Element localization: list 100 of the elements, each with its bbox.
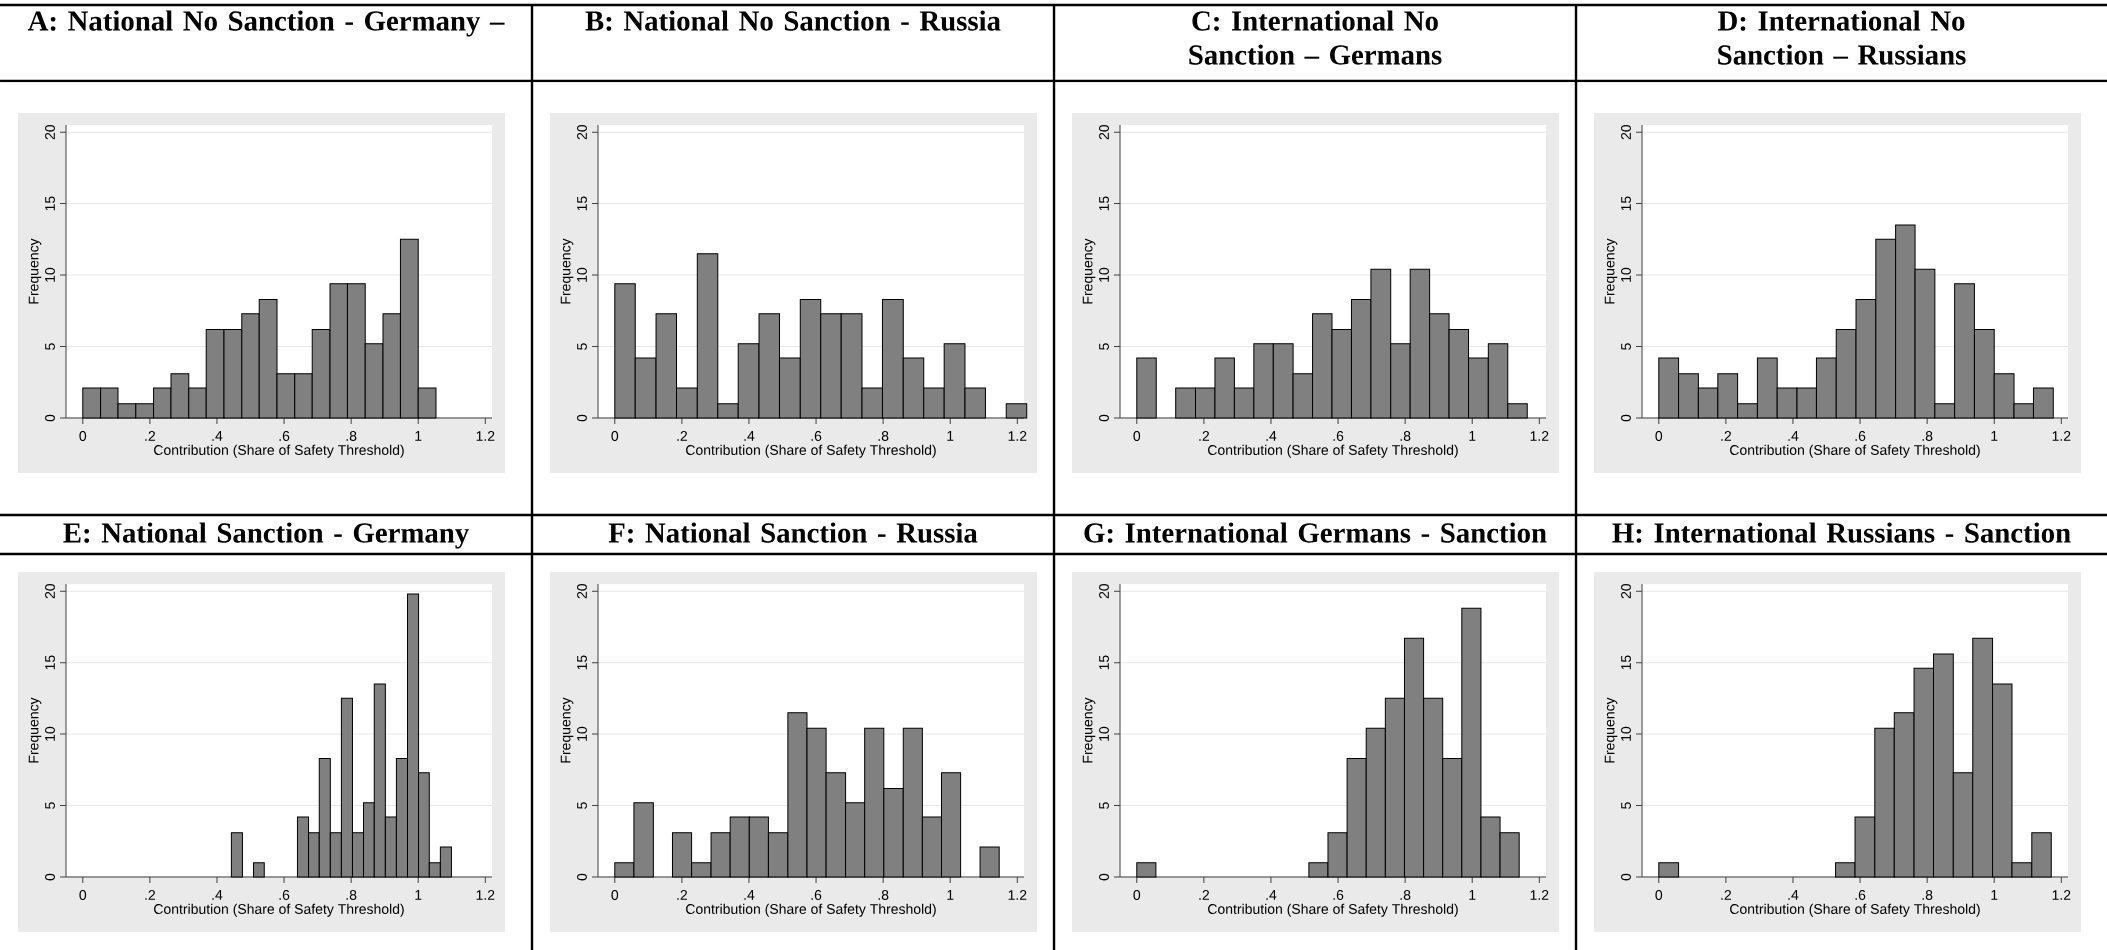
x-tick-label: .2 <box>1721 431 1732 441</box>
x-tick-label: .6 <box>1333 431 1344 441</box>
x-tick-label: .6 <box>811 890 822 900</box>
y-tick-label: 15 <box>45 196 55 211</box>
chart-title: G: International Germans - Sanction <box>1084 522 1547 543</box>
x-tick-label: 0 <box>1133 890 1141 900</box>
y-tick-label: 0 <box>577 414 587 422</box>
y-tick-label: 20 <box>1621 124 1631 140</box>
x-tick-label: 0 <box>79 890 87 900</box>
y-tick-label: 10 <box>577 726 587 741</box>
x-tick-label: .2 <box>145 890 156 900</box>
x-tick-label: 1.2 <box>1530 890 1549 900</box>
chart-title: C: International No Sanction – Germans <box>1189 10 1442 65</box>
x-tick-label: .8 <box>346 890 357 900</box>
x-tick-label: .2 <box>1721 890 1732 900</box>
y-tick-label: 10 <box>1621 267 1631 282</box>
x-tick-label: .8 <box>346 431 357 441</box>
x-tick-label: 1.2 <box>2052 431 2071 441</box>
x-tick-label: 0 <box>1133 431 1141 441</box>
x-tick-label: .4 <box>212 431 223 441</box>
x-tick-label: .6 <box>1333 890 1344 900</box>
y-axis-title: Frequency <box>28 238 42 304</box>
x-tick-label: 1 <box>1991 890 1998 900</box>
y-tick-label: 15 <box>1099 655 1109 670</box>
y-tick-label: 5 <box>577 802 587 809</box>
x-tick-label: 1 <box>1469 890 1476 900</box>
x-tick-label: .2 <box>677 431 688 441</box>
y-tick-label: 5 <box>577 343 587 350</box>
y-axis-title: Frequency <box>1604 238 1618 304</box>
x-tick-label: .8 <box>1400 431 1411 441</box>
y-tick-label: 10 <box>45 726 55 741</box>
x-tick-label: 1.2 <box>476 431 495 441</box>
x-tick-label: .4 <box>1266 890 1277 900</box>
y-tick-label: 20 <box>577 583 587 599</box>
y-tick-label: 20 <box>1099 583 1109 599</box>
y-tick-label: 10 <box>1099 267 1109 282</box>
y-tick-label: 20 <box>1621 583 1631 599</box>
x-axis-title: Contribution (Share of Safety Threshold) <box>1730 903 1980 917</box>
chart-title: A: National No Sanction - Germany – <box>27 10 505 37</box>
y-tick-label: 5 <box>1099 343 1109 350</box>
y-axis-title: Frequency <box>1082 697 1096 763</box>
y-tick-label: 10 <box>1099 726 1109 741</box>
y-axis-title: Frequency <box>1082 238 1096 304</box>
y-tick-label: 20 <box>45 583 55 599</box>
chart-title: F: National Sanction - Russia <box>608 522 978 543</box>
x-tick-label: .2 <box>1199 431 1210 441</box>
x-axis-title: Contribution (Share of Safety Threshold) <box>1730 444 1980 458</box>
x-tick-label: .4 <box>1788 431 1799 441</box>
x-tick-label: 1 <box>947 431 954 441</box>
y-tick-label: 5 <box>45 343 55 350</box>
y-tick-label: 5 <box>1099 802 1109 809</box>
chart-title: E: National Sanction - Germany <box>63 522 469 549</box>
x-tick-label: 1.2 <box>1530 431 1549 441</box>
y-axis-title: Frequency <box>1604 697 1618 763</box>
x-tick-label: .6 <box>1855 890 1866 900</box>
y-tick-label: 5 <box>1621 802 1631 809</box>
x-tick-label: .2 <box>1199 890 1210 900</box>
y-tick-label: 10 <box>45 267 55 282</box>
x-axis-title: Contribution (Share of Safety Threshold) <box>1208 444 1458 458</box>
y-tick-label: 0 <box>1099 873 1109 881</box>
y-tick-label: 15 <box>45 655 55 670</box>
x-tick-label: 1.2 <box>1008 431 1027 441</box>
y-tick-label: 15 <box>1099 196 1109 211</box>
chart-title: H: International Russians - Sanction <box>1612 522 2071 543</box>
x-tick-label: .8 <box>1922 431 1933 441</box>
y-axis-title: Frequency <box>560 697 574 763</box>
y-tick-label: 0 <box>45 414 55 422</box>
y-tick-label: 5 <box>45 802 55 809</box>
x-tick-label: .4 <box>744 890 755 900</box>
x-tick-label: .8 <box>878 890 889 900</box>
x-tick-label: 1 <box>415 431 422 441</box>
x-tick-label: 1.2 <box>2052 890 2071 900</box>
x-tick-label: 0 <box>79 431 87 441</box>
x-tick-label: .6 <box>279 431 290 441</box>
y-axis-title: Frequency <box>560 238 574 304</box>
x-axis-title: Contribution (Share of Safety Threshold) <box>154 444 404 458</box>
y-tick-label: 0 <box>1621 873 1631 881</box>
x-tick-label: .6 <box>1855 431 1866 441</box>
x-tick-label: .8 <box>1400 890 1411 900</box>
y-tick-label: 0 <box>577 873 587 881</box>
x-axis-title: Contribution (Share of Safety Threshold) <box>1208 903 1458 917</box>
x-tick-label: 1 <box>1991 431 1998 441</box>
y-tick-label: 15 <box>577 196 587 211</box>
y-tick-label: 10 <box>577 267 587 282</box>
x-tick-label: .4 <box>212 890 223 900</box>
x-tick-label: .8 <box>1922 890 1933 900</box>
y-tick-label: 20 <box>1099 124 1109 140</box>
x-tick-label: 0 <box>1655 890 1663 900</box>
x-axis-title: Contribution (Share of Safety Threshold) <box>686 903 936 917</box>
x-tick-label: .4 <box>1788 890 1799 900</box>
x-tick-label: .4 <box>744 431 755 441</box>
x-tick-label: .2 <box>145 431 156 441</box>
y-tick-label: 0 <box>1621 414 1631 422</box>
y-tick-label: 20 <box>45 124 55 140</box>
y-tick-label: 0 <box>45 873 55 881</box>
y-tick-label: 15 <box>577 655 587 670</box>
x-tick-label: 0 <box>1655 431 1663 441</box>
x-tick-label: .2 <box>677 890 688 900</box>
y-tick-label: 5 <box>1621 343 1631 350</box>
x-tick-label: 0 <box>611 431 619 441</box>
